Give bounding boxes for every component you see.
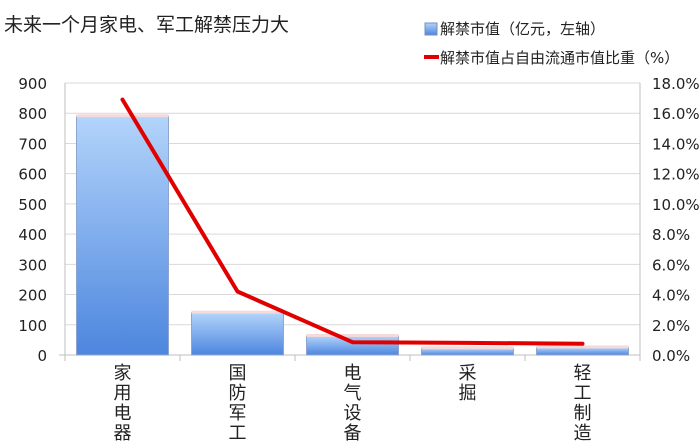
x-category-label: 电气设备: [344, 363, 362, 442]
bar: [306, 335, 399, 356]
y-right-tick-label: 14.0%: [652, 135, 700, 153]
line-series: [120, 97, 585, 346]
bar-top-highlight: [191, 310, 284, 314]
y-left-tick-label: 900: [18, 75, 47, 93]
legend-line-label: 解禁市值占自由流通市值比重（%）: [440, 49, 679, 67]
bar-top-highlight: [536, 345, 629, 349]
y-left-tick-label: 500: [18, 196, 47, 214]
y-right-tick-label: 18.0%: [652, 75, 700, 93]
x-category-label: 国防军工: [229, 363, 247, 442]
y-left-tick-label: 100: [18, 317, 47, 335]
y-right-tick-label: 12.0%: [652, 166, 700, 184]
y-right-tick-label: 6.0%: [652, 256, 690, 274]
y-right-tick-label: 10.0%: [652, 196, 700, 214]
y-right-tick-label: 8.0%: [652, 226, 690, 244]
y-left-tick-label: 600: [18, 166, 47, 184]
bar-top-highlight: [76, 114, 169, 118]
x-category-label: 采掘: [459, 363, 477, 404]
bar-top-highlight: [306, 333, 399, 337]
y-left-tick-label: 800: [18, 105, 47, 123]
y-left-tick-label: 200: [18, 287, 47, 305]
y-left-tick-label: 300: [18, 256, 47, 274]
x-category-label: 轻工制造: [574, 363, 592, 442]
y-right-tick-label: 0.0%: [652, 347, 690, 365]
y-right-tick-label: 2.0%: [652, 317, 690, 335]
y-right-tick-label: 16.0%: [652, 105, 700, 123]
bar-top-highlight: [421, 346, 514, 350]
chart-title: 未来一个月家电、军工解禁压力大: [4, 14, 290, 36]
x-category-label: 家用电器: [114, 363, 132, 442]
y-left-tick-label: 0: [37, 347, 47, 365]
y-left-tick-label: 400: [18, 226, 47, 244]
y-left-tick-label: 700: [18, 135, 47, 153]
bar: [191, 312, 284, 356]
legend-bar-label: 解禁市值（亿元，左轴）: [440, 20, 605, 38]
bar: [536, 346, 629, 356]
y-right-tick-label: 4.0%: [652, 287, 690, 305]
legend-bar-swatch: [424, 22, 438, 36]
